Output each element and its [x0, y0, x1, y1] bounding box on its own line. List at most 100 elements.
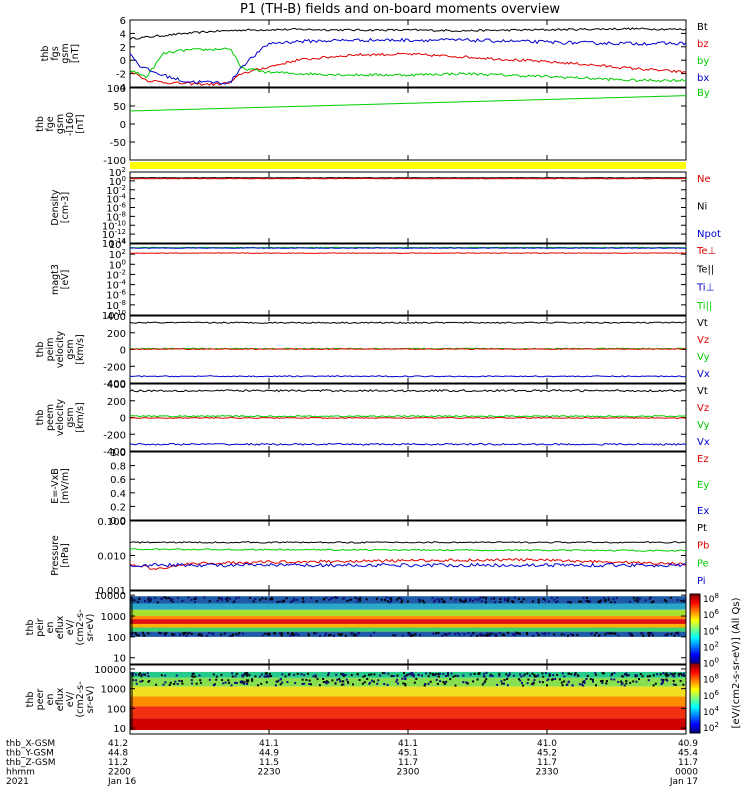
heatmap-speckle	[437, 672, 440, 675]
heatmap-speckle	[523, 673, 526, 676]
heatmap-speckle	[660, 678, 663, 681]
ytick-exp: 2	[122, 166, 126, 174]
ylabel-line: en	[45, 622, 56, 634]
heatmap-speckle	[383, 672, 386, 675]
colorbar-tick-exp: 6	[714, 608, 719, 616]
flag-bar	[130, 162, 686, 169]
heatmap-speckle	[483, 672, 486, 675]
legend-item: By	[697, 88, 710, 99]
heatmap-speckle	[396, 678, 399, 681]
heatmap-speckle	[672, 683, 675, 686]
heatmap-speckle	[571, 684, 574, 687]
panel-7: 1.0 0.8 0.6 0.4 0.2 0.0 E=-VxB [mV/m] Ez Ey Ex	[50, 448, 709, 527]
series-line-Te⊥	[130, 252, 687, 254]
heatmap-speckle	[308, 683, 311, 685]
heatmap-speckle	[461, 600, 464, 603]
heatmap-speckle	[314, 675, 317, 678]
heatmap-speckle	[526, 672, 529, 675]
heatmap-speckle	[191, 675, 194, 678]
series-line-Pe	[129, 548, 687, 552]
heatmap-speckle	[212, 673, 215, 676]
heatmap-speckle	[283, 600, 285, 603]
heatmap-speckle	[155, 683, 158, 686]
heatmap-speckle	[425, 672, 428, 675]
heatmap-speckle	[673, 675, 676, 678]
heatmap-speckle	[595, 631, 598, 634]
heatmap-speckle	[351, 631, 353, 634]
heatmap-speckle	[358, 679, 361, 681]
heatmap-speckle	[345, 678, 348, 681]
heatmap-speckle	[336, 596, 339, 599]
heatmap-speckle	[541, 672, 544, 675]
ytick-label: 10-12	[102, 228, 126, 241]
series-line-Vx	[129, 442, 687, 446]
heatmap-speckle	[173, 633, 176, 636]
heatmap-speckle	[601, 682, 604, 684]
heatmap-speckle	[135, 633, 138, 636]
heatmap-speckle	[498, 674, 501, 677]
heatmap-speckle	[263, 675, 266, 678]
heatmap-speckle	[604, 598, 607, 601]
heatmap-speckle	[462, 681, 465, 684]
heatmap-speckle	[279, 633, 282, 636]
heatmap-speckle	[436, 598, 439, 601]
heatmap-speckle	[437, 631, 440, 634]
ytick-label: 1000	[101, 612, 126, 623]
heatmap-speckle	[467, 632, 470, 635]
heatmap-speckle	[215, 678, 218, 681]
legend-item: Te||	[696, 264, 714, 275]
heatmap-speckle	[264, 672, 267, 675]
heatmap-speckle	[632, 596, 635, 599]
heatmap-speckle	[402, 682, 405, 685]
heatmap-speckle	[628, 632, 631, 635]
heatmap-speckle	[331, 679, 334, 682]
heatmap-speckle	[258, 598, 261, 601]
heatmap-speckle	[176, 596, 179, 599]
heatmap-speckle	[216, 599, 219, 602]
heatmap-speckle	[479, 633, 482, 635]
ytick-base: 10	[102, 230, 115, 241]
heatmap-speckle	[220, 673, 223, 676]
heatmap-speckle	[594, 673, 597, 676]
heatmap-speckle	[485, 598, 487, 601]
heatmap-speckle	[176, 683, 179, 685]
heatmap-speckle	[650, 601, 653, 604]
heatmap-speckle	[241, 674, 244, 677]
heatmap-speckle	[511, 600, 514, 603]
ytick-label: 10-4	[106, 279, 126, 292]
heatmap-speckle	[438, 599, 441, 602]
heatmap-speckle	[189, 631, 192, 634]
heatmap-speckle	[431, 673, 434, 675]
heatmap-speckle	[380, 598, 383, 601]
heatmap-speckle	[563, 680, 566, 683]
heatmap-speckle	[246, 674, 248, 677]
heatmap-speckle	[322, 681, 325, 683]
ylabel-line: sr-eV)	[85, 686, 96, 714]
heatmap-speckle	[363, 681, 366, 684]
heatmap-speckle	[190, 633, 193, 635]
heatmap-speckle	[347, 681, 349, 683]
heatmap-speckle	[258, 675, 261, 678]
heatmap-speckle	[583, 682, 586, 684]
heatmap-speckle	[570, 673, 573, 676]
ytick-base: 10	[106, 270, 119, 281]
colorbar-tick-base: 10	[703, 595, 715, 605]
heatmap-speckle	[594, 672, 597, 675]
ytick-label: 400	[107, 380, 126, 391]
time-axis-value: 11.2	[108, 758, 128, 768]
ytick-label: 10-6	[106, 202, 126, 215]
heatmap-speckle	[484, 634, 487, 637]
heatmap-speckle	[310, 683, 312, 686]
heatmap-speckle	[234, 681, 236, 684]
heatmap-speckle	[141, 631, 144, 634]
heatmap-speckle	[638, 678, 640, 681]
heatmap-speckle	[672, 680, 675, 682]
heatmap-speckle	[604, 600, 607, 603]
heatmap-speckle	[567, 634, 569, 637]
legend-item: Npot	[697, 229, 721, 240]
heatmap-speckle	[528, 674, 531, 677]
ytick-exp: -8	[119, 299, 126, 307]
heatmap-speckle	[356, 600, 359, 603]
ytick-base: 10	[109, 260, 122, 271]
